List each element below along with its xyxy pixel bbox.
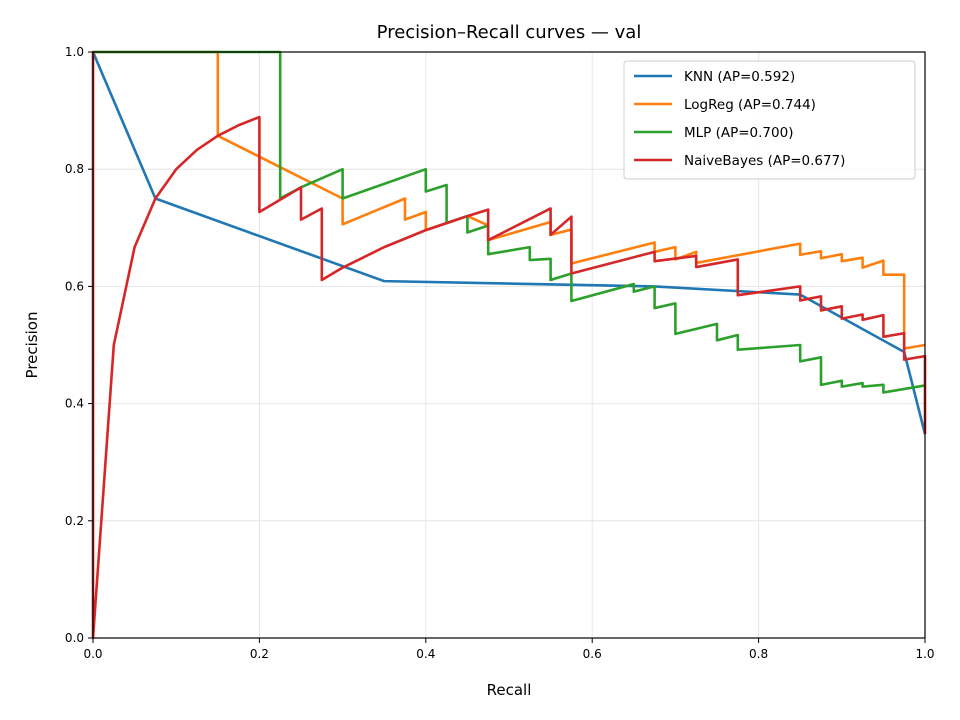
chart-title: Precision–Recall curves — val [377, 22, 642, 43]
legend-label-naivebayes: NaiveBayes (AP=0.677) [684, 153, 845, 169]
series-line-naivebayes [91, 50, 927, 640]
x-tick-label: 0.0 [83, 647, 102, 661]
legend: KNN (AP=0.592) LogReg (AP=0.744) MLP (AP=0… [623, 60, 916, 180]
y-tick-label: 0.4 [65, 397, 84, 411]
x-tick-label: 0.8 [749, 647, 768, 661]
legend-label-knn: KNN (AP=0.592) [684, 69, 795, 85]
y-tick-label: 0.8 [65, 162, 84, 176]
x-axis-label: Recall [487, 681, 532, 699]
legend-box [623, 60, 916, 180]
x-tick-label: 0.4 [416, 647, 435, 661]
series-line-mlp [93, 50, 926, 394]
plot-frame [92, 51, 926, 639]
x-tick-label: 0.2 [250, 647, 269, 661]
y-axis-ticks: 0.0 0.2 0.4 0.6 0.8 1.0 [65, 45, 93, 645]
y-tick-label: 1.0 [65, 45, 84, 59]
series-lines [91, 50, 927, 640]
legend-label-mlp: MLP (AP=0.700) [684, 125, 793, 141]
legend-label-logreg: LogReg (AP=0.744) [684, 97, 816, 113]
y-tick-label: 0.2 [65, 514, 84, 528]
x-axis-ticks: 0.0 0.2 0.4 0.6 0.8 1.0 [83, 638, 935, 661]
x-tick-label: 0.6 [583, 647, 602, 661]
y-tick-label: 0.6 [65, 279, 84, 293]
y-axis-label: Precision [23, 312, 41, 379]
x-tick-label: 1.0 [915, 647, 934, 661]
y-tick-label: 0.0 [65, 631, 84, 645]
